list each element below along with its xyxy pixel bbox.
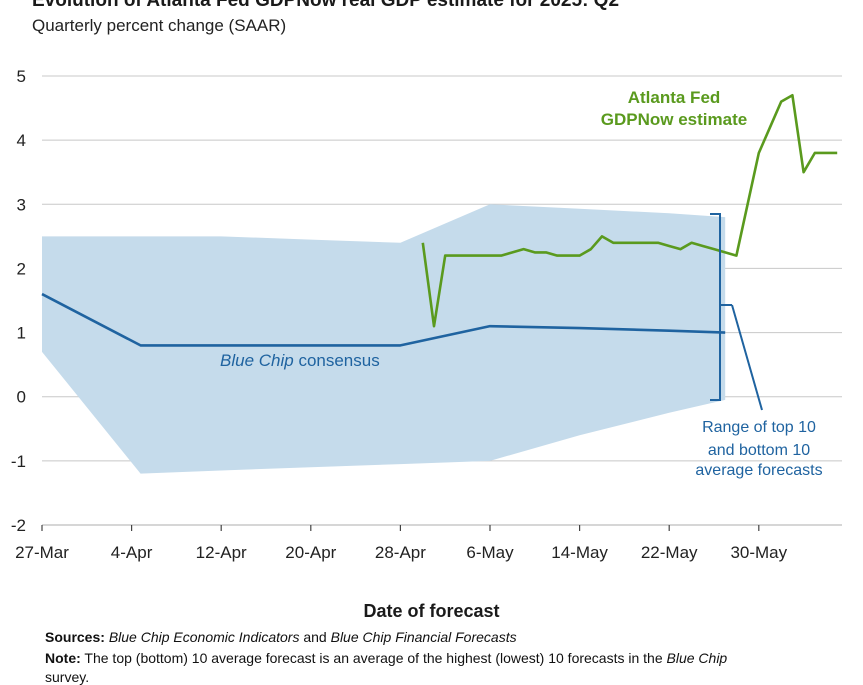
note-text: The top (bottom) 10 average forecast is … xyxy=(80,650,667,666)
bluechip-consensus-line xyxy=(41,292,726,347)
y-tick-label: 5 xyxy=(17,67,26,86)
sources-label: Sources: xyxy=(45,629,105,645)
sources-and: and xyxy=(299,629,331,645)
annotations: Atlanta Fed GDPNow estimate Blue Chip co… xyxy=(220,88,823,479)
y-tick-label: 4 xyxy=(17,131,26,150)
gdpnow-chart: 5 4 3 2 1 0 -1 -2 27-Mar 4-Apr 12-Apr 20-Apr 28-Apr 6… xyxy=(11,67,842,562)
chart-subtitle: Quarterly percent change (SAAR) xyxy=(32,16,287,35)
forecast-range-band xyxy=(42,204,726,474)
x-tick-label: 20-Apr xyxy=(285,543,336,562)
series-lines xyxy=(41,93,838,347)
note-label: Note: xyxy=(45,650,81,666)
note-footnote-continued: survey. xyxy=(45,669,90,685)
y-tick-label: 3 xyxy=(17,195,26,214)
x-tick-label: 6-May xyxy=(466,543,514,562)
range-bracket xyxy=(710,213,721,401)
axes: 5 4 3 2 1 0 -1 -2 27-Mar 4-Apr 12-Apr 20-Apr 28-Apr 6… xyxy=(11,67,788,562)
x-tick-label: 28-Apr xyxy=(375,543,426,562)
sources-footnote: Sources: Blue Chip Economic Indicators a… xyxy=(45,629,517,645)
x-tick-label: 27-Mar xyxy=(15,543,69,562)
bluechip-annotation: Blue Chip consensus xyxy=(220,351,380,370)
y-tick-label: 2 xyxy=(17,259,26,278)
x-tick-label: 30-May xyxy=(730,543,787,562)
y-tick-label: 1 xyxy=(17,324,26,343)
note-italic: Blue Chip xyxy=(666,650,728,666)
bluechip-annotation-italic: Blue Chip xyxy=(220,351,294,370)
chart-title: Evolution of Atlanta Fed GDPNow real GDP… xyxy=(32,0,620,11)
x-tick-label: 4-Apr xyxy=(111,543,153,562)
gdpnow-annotation-line1: Atlanta Fed xyxy=(628,88,721,107)
x-axis-label: Date of forecast xyxy=(363,601,500,621)
x-tick-label: 14-May xyxy=(551,543,608,562)
range-annotation-line3: average forecasts xyxy=(695,462,822,479)
gdpnow-annotation-line2: GDPNow estimate xyxy=(601,110,747,129)
range-annotation-line1: Range of top 10 xyxy=(702,419,816,436)
x-tick-label: 12-Apr xyxy=(196,543,247,562)
sources-publication-1: Blue Chip Economic Indicators xyxy=(108,629,300,645)
bluechip-annotation-rest: consensus xyxy=(294,351,380,370)
y-tick-label: 0 xyxy=(17,388,26,407)
note-footnote: Note: The top (bottom) 10 average foreca… xyxy=(45,650,727,666)
y-tick-label: -1 xyxy=(11,452,26,471)
range-band-area xyxy=(42,204,726,474)
range-annotation-line2: and bottom 10 xyxy=(708,442,810,459)
y-tick-label: -2 xyxy=(11,516,26,535)
range-leader-line xyxy=(731,304,763,411)
gdpnow-line xyxy=(421,93,838,328)
sources-publication-2: Blue Chip Financial Forecasts xyxy=(330,629,517,645)
x-tick-label: 22-May xyxy=(641,543,698,562)
